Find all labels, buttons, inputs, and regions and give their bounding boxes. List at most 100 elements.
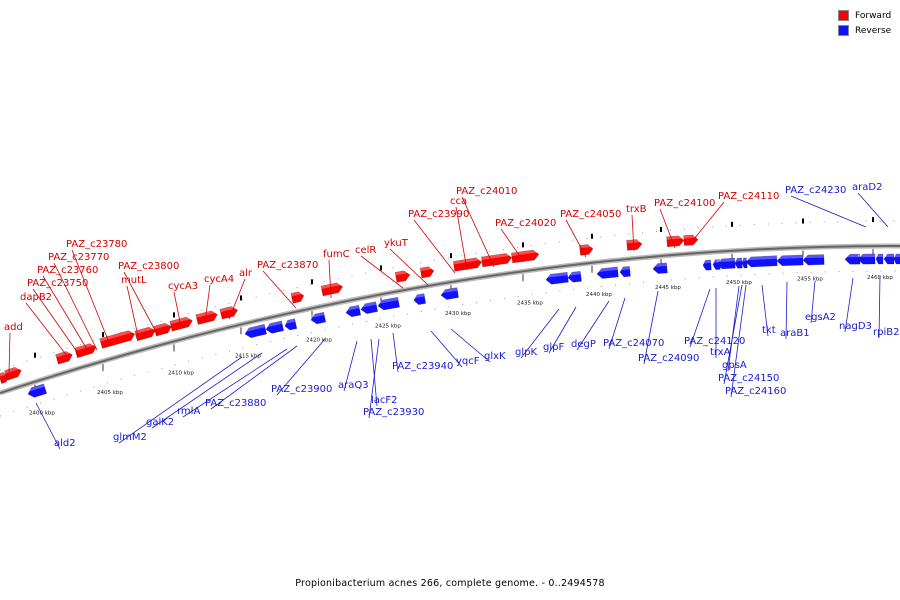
reverse-gene-arrow-body xyxy=(716,257,736,270)
forward-gene-label: PAZ_c24100 xyxy=(654,198,715,209)
reverse-gene-arrow xyxy=(26,383,48,398)
reverse-gene-arrow xyxy=(857,253,876,265)
reverse-gene-arrow-body xyxy=(377,296,400,311)
scale-tick-label: 2440 kbp xyxy=(586,292,612,298)
forward-gene-arrow-body xyxy=(74,343,97,359)
forward-gene-arrow-body xyxy=(153,322,172,337)
forward-gene-label: PAZ_c23870 xyxy=(257,260,318,271)
reverse-gene-arrow-body xyxy=(360,301,379,314)
reverse-gene-leader-line xyxy=(276,338,326,396)
forward-gene-leader-line xyxy=(32,288,81,357)
forward-gene-label: fumC xyxy=(323,249,350,260)
forward-gene-arrow xyxy=(394,269,411,283)
forward-gene-arrow xyxy=(0,371,8,384)
forward-gene-arrow-highlight xyxy=(153,321,171,330)
forward-gene-arrow xyxy=(99,329,136,349)
reverse-gene-leader-line xyxy=(608,297,626,350)
forward-gene-arrow-highlight xyxy=(219,305,238,313)
forward-gene-arrow xyxy=(666,235,685,248)
reverse-gene-label: gpsA xyxy=(722,360,747,371)
forward-gene-arrow-highlight xyxy=(320,281,343,290)
forward-gene-leader-line xyxy=(25,302,69,358)
scale-tick-label: 2410 kbp xyxy=(168,370,194,376)
legend-forward-label: Forward xyxy=(855,10,892,21)
reverse-gene-arrow xyxy=(596,266,619,279)
forward-gene-label: PAZ_c23750 xyxy=(27,278,88,289)
reverse-gene-arrow xyxy=(283,318,298,331)
forward-gene-arrow xyxy=(626,238,643,251)
forward-gene-arrow xyxy=(419,265,435,279)
forward-gene-arrow xyxy=(579,243,594,256)
reverse-gene-arrow-highlight xyxy=(567,271,581,276)
forward-gene-arrow-body xyxy=(195,310,218,325)
reverse-gene-arrow xyxy=(377,296,400,311)
reverse-gene-arrow-highlight xyxy=(264,320,283,328)
reverse-gene-arrow xyxy=(844,253,861,265)
forward-gene-leader-line xyxy=(71,249,111,346)
reverse-gene-arrow-highlight xyxy=(712,259,720,263)
reverse-gene-label: rmlA xyxy=(177,406,200,417)
forward-gene-leader-line xyxy=(328,259,332,299)
forward-gene-label: add xyxy=(4,322,23,333)
reverse-gene-leader-line xyxy=(118,356,243,444)
forward-gene-label: PAZ_c24110 xyxy=(718,191,779,202)
forward-gene-leader-line xyxy=(631,214,635,252)
reverse-gene-arrow-highlight xyxy=(844,254,860,258)
reverse-gene-arrow-highlight xyxy=(596,266,618,273)
scale-tick-label: 2430 kbp xyxy=(445,311,471,317)
reverse-gene-arrow-body xyxy=(702,259,712,271)
reverse-gene-arrow-body xyxy=(776,254,804,267)
reverse-gene-label: PAZ_c23940 xyxy=(392,361,453,372)
forward-gene-leader-line xyxy=(262,270,297,309)
reverse-gene-leader-line xyxy=(182,348,288,418)
reverse-gene-label: PAZ_c23900 xyxy=(271,384,332,395)
reverse-gene-label: glxK xyxy=(484,351,506,362)
forward-gene-leader-line xyxy=(173,291,182,328)
forward-gene-label: dapB2 xyxy=(20,292,52,303)
reverse-gene-arrow xyxy=(875,253,884,265)
forward-gene-arrow xyxy=(510,249,540,264)
forward-gene-arrow xyxy=(480,252,513,268)
forward-gene-arrow-highlight xyxy=(55,349,72,358)
scale-tick-label: 2450 kbp xyxy=(726,280,752,286)
reverse-gene-leader-line xyxy=(430,330,463,368)
reverse-gene-label: araD2 xyxy=(852,182,882,193)
forward-gene-label: cca xyxy=(450,196,467,207)
reverse-gene-arrow xyxy=(702,259,712,271)
reverse-gene-arrow-body xyxy=(875,253,884,265)
forward-gene-label: trxB xyxy=(626,204,647,215)
reverse-gene-arrow-highlight xyxy=(243,324,265,333)
reverse-gene-arrow-body xyxy=(745,255,778,268)
reverse-gene-arrow-highlight xyxy=(716,258,735,263)
reverse-gene-arrow-highlight xyxy=(26,383,45,393)
reverse-gene-arrow-highlight xyxy=(377,297,399,305)
reverse-gene-arrow-body xyxy=(619,266,631,278)
reverse-gene-arrow xyxy=(741,257,748,269)
reverse-gene-arrow-body xyxy=(244,323,267,339)
reverse-gene-arrow-body xyxy=(345,304,362,318)
forward-gene-leader-line xyxy=(389,248,429,286)
scale-tick-label: 2455 kbp xyxy=(797,277,823,283)
reverse-gene-label: trxA xyxy=(710,347,731,358)
reverse-gene-label: PAZ_c24120 xyxy=(684,336,745,347)
reverse-gene-arrow-highlight xyxy=(345,305,360,311)
scale-tick-label: 2400 kbp xyxy=(29,411,55,417)
reverse-gene-arrow xyxy=(545,271,569,285)
reverse-gene-label: PAZ_c24160 xyxy=(725,386,786,397)
reverse-gene-arrow-body xyxy=(567,270,582,283)
reverse-gene-label: nagD3 xyxy=(839,321,872,332)
forward-gene-label: celR xyxy=(355,245,376,256)
forward-gene-leader-line xyxy=(53,262,98,351)
forward-gene-arrow-highlight xyxy=(420,265,434,272)
forward-gene-arrow-body xyxy=(99,330,136,349)
forward-gene-leader-line xyxy=(565,219,587,258)
reverse-gene-arrow-body xyxy=(734,257,743,269)
reverse-gene-arrow-body xyxy=(883,253,895,265)
forward-gene-arrow xyxy=(4,365,22,381)
reverse-gene-arrow xyxy=(345,304,362,318)
reverse-gene-arrow-body xyxy=(652,262,668,274)
reverse-gene-leader-line xyxy=(790,195,867,228)
reverse-gene-arrow xyxy=(264,320,285,334)
scale-tick-label: 2405 kbp xyxy=(97,390,123,396)
forward-gene-label: cycA4 xyxy=(204,274,234,285)
